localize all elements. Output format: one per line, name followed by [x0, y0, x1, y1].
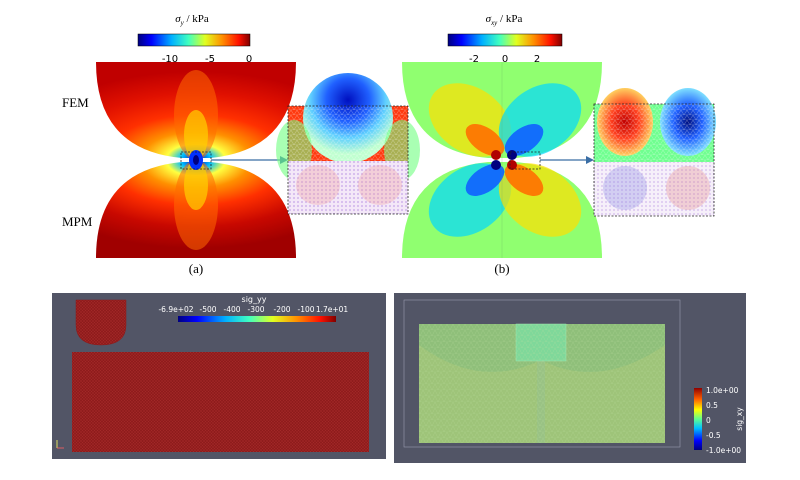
colorbar-a-tick-1: -5 [205, 54, 215, 65]
specimen-b [402, 62, 602, 258]
colorbar-right-tick-4: -1.0e+00 [706, 446, 741, 455]
panel-b: σxy / kPa -2 0 2 [402, 13, 716, 276]
colorbar-right-tick-3: -0.5 [706, 431, 721, 440]
colorbar-left-gradient [178, 316, 336, 322]
zoom-inset-b [593, 88, 716, 217]
colorbar-right-gradient [694, 388, 702, 450]
panel-a: σy / kPa -10 -5 0 FEM MPM [62, 13, 420, 276]
colorbar-b-tick-0: -2 [469, 54, 479, 65]
zoom-inset-a [276, 73, 420, 215]
caption-a: (a) [189, 261, 203, 276]
label-mpm: MPM [62, 214, 93, 229]
arrow-a [211, 156, 288, 164]
indenter-mesh [75, 299, 127, 346]
colorbar-right-tick-1: 0.5 [706, 401, 718, 410]
caption-b: (b) [494, 261, 509, 276]
colorbar-left-title: sig_yy [242, 295, 267, 304]
colorbar-left-tick-4: -200 [273, 305, 290, 314]
colorbar-a-tick-0: -10 [162, 54, 178, 65]
colorbar-left-tick-6: 1.7e+01 [316, 305, 349, 314]
colorbar-b-tick-1: 0 [502, 54, 508, 65]
colorbar-b: σxy / kPa -2 0 2 [447, 13, 563, 65]
colorbar-left-tick-3: -300 [247, 305, 264, 314]
paraview-screenshot-left: sig_yy -6.9e+02 -500 -400 -300 -200 -100… [52, 293, 386, 459]
colorbar-left-tick-1: -500 [199, 305, 216, 314]
colorbar-b-tick-2: 2 [534, 54, 540, 65]
domain-outline [403, 299, 681, 448]
specimen-a [96, 62, 296, 258]
colorbar-left-tick-0: -6.9e+02 [158, 305, 193, 314]
paraview-screenshot-right: 1.0e+00 0.5 0 -0.5 -1.0e+00 sig_xy [394, 293, 746, 463]
colorbar-right-tick-2: 0 [706, 416, 711, 425]
colorbar-b-title: σxy / kPa [486, 13, 523, 27]
orientation-axes-icon [56, 440, 64, 449]
label-fem: FEM [62, 95, 89, 110]
colorbar-a-gradient [137, 33, 251, 47]
colorbar-a-tick-2: 0 [246, 54, 252, 65]
substrate-mesh [72, 352, 369, 452]
colorbar-right-tick-0: 1.0e+00 [706, 386, 739, 395]
colorbar-left-tick-5: -100 [297, 305, 314, 314]
colorbar-a-title: σy / kPa [175, 13, 209, 27]
colorbar-a: σy / kPa -10 -5 0 [137, 13, 252, 65]
colorbar-b-gradient [447, 33, 563, 47]
arrow-b [540, 156, 594, 164]
colorbar-left-tick-2: -400 [223, 305, 240, 314]
colorbar-right-title: sig_xy [735, 407, 744, 431]
